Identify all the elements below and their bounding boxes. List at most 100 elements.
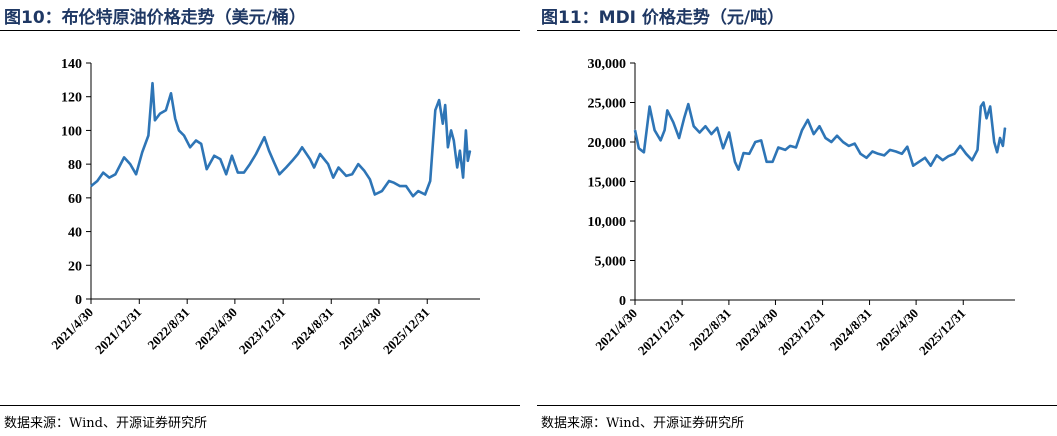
data-point: [985, 117, 988, 119]
data-point: [154, 119, 156, 121]
y-tick-label: 5,000: [595, 255, 627, 270]
mdi-price-chart: 0 5,000 10,000 15,000 20,000 25,000 30,000 2021…: [588, 57, 1015, 358]
x-tick-label: 2025/4/30: [336, 305, 384, 353]
data-point: [678, 137, 680, 139]
data-point: [412, 195, 414, 197]
data-point: [982, 101, 985, 104]
price-series-line: [633, 101, 1007, 171]
x-tick-label: 2021/12/31: [635, 306, 687, 358]
data-point: [889, 149, 891, 151]
data-point: [895, 150, 897, 153]
data-point: [664, 129, 666, 131]
data-point: [467, 160, 469, 162]
data-point: [319, 153, 321, 155]
data-point: [129, 163, 131, 165]
data-point: [818, 125, 821, 127]
data-point: [687, 103, 689, 105]
data-point: [225, 173, 227, 175]
data-point: [947, 155, 949, 157]
x-tick-label: 2025/12/31: [380, 305, 432, 357]
data-point: [141, 151, 143, 153]
data-point: [381, 190, 383, 192]
data-point: [429, 180, 431, 182]
data-point: [980, 105, 982, 108]
data-point: [906, 146, 908, 148]
data-point: [151, 82, 154, 84]
data-point: [976, 149, 979, 151]
data-point: [195, 139, 197, 142]
data-point: [801, 129, 803, 131]
x-tick-label: 2023/4/30: [192, 305, 240, 353]
data-point: [877, 153, 879, 155]
price-series-line: [90, 81, 472, 198]
data-point: [654, 129, 656, 131]
data-point: [178, 129, 180, 131]
data-point: [90, 185, 92, 187]
data-point: [183, 134, 185, 137]
data-point: [200, 143, 202, 145]
data-point: [213, 155, 215, 157]
data-point: [351, 173, 353, 175]
y-tick-label: 120: [61, 91, 82, 106]
data-point: [672, 121, 674, 123]
data-point: [953, 153, 955, 155]
data-point: [754, 141, 756, 143]
data-point: [147, 134, 149, 137]
title-rule: [537, 30, 1057, 31]
x-tick-label: 2023/12/31: [775, 306, 827, 358]
data-point: [901, 153, 903, 155]
data-point: [301, 146, 303, 148]
data-point: [784, 149, 786, 151]
data-point: [450, 129, 452, 131]
data-point: [165, 109, 167, 111]
data-point: [1004, 127, 1006, 129]
data-point: [649, 105, 651, 108]
data-point: [1002, 145, 1004, 147]
data-point: [442, 123, 444, 125]
data-point: [285, 166, 287, 169]
data-point: [807, 119, 809, 121]
data-point: [434, 109, 436, 111]
data-point: [848, 145, 850, 147]
data-point: [989, 105, 991, 108]
data-point: [930, 165, 932, 167]
y-tick-label: 15,000: [588, 176, 627, 191]
data-point: [313, 166, 315, 169]
data-point: [363, 170, 365, 172]
data-point: [795, 146, 797, 149]
data-point: [219, 158, 221, 160]
data-point: [108, 177, 110, 179]
y-tick-label: 25,000: [588, 97, 627, 112]
data-point: [996, 151, 998, 153]
data-point: [704, 125, 706, 127]
data-point: [965, 153, 967, 155]
x-tick-label: 2021/4/30: [592, 306, 640, 354]
data-point: [206, 168, 208, 170]
x-tick-label: 2023/4/30: [733, 306, 781, 354]
data-point: [96, 180, 98, 182]
x-tick-label: 2022/8/31: [144, 305, 192, 353]
data-point: [369, 178, 371, 180]
data-point: [971, 159, 973, 161]
title-rule: [0, 30, 520, 31]
data-point: [174, 118, 176, 120]
data-point: [777, 146, 779, 149]
x-tick-label: 2022/8/31: [686, 306, 734, 354]
x-tick-label: 2025/12/31: [916, 306, 968, 358]
x-tick-label: 2025/4/30: [873, 306, 921, 354]
data-point: [297, 153, 299, 155]
data-point: [114, 173, 116, 175]
x-tick-label: 2023/12/31: [236, 305, 288, 357]
data-point: [374, 193, 376, 196]
data-point: [699, 131, 701, 134]
y-tick-label: 140: [61, 57, 82, 72]
data-point: [918, 161, 920, 163]
y-tick-label: 20,000: [588, 136, 627, 151]
right-chart-panel: 图11：MDI 价格走势（元/吨） 0 5,000 10,000 15,000 20,0…: [537, 0, 1057, 436]
data-point: [424, 193, 426, 196]
data-point: [453, 139, 455, 142]
data-point: [459, 150, 461, 152]
source-note: 数据来源：Wind、开源证券研究所: [4, 416, 207, 431]
data-point: [859, 153, 862, 155]
